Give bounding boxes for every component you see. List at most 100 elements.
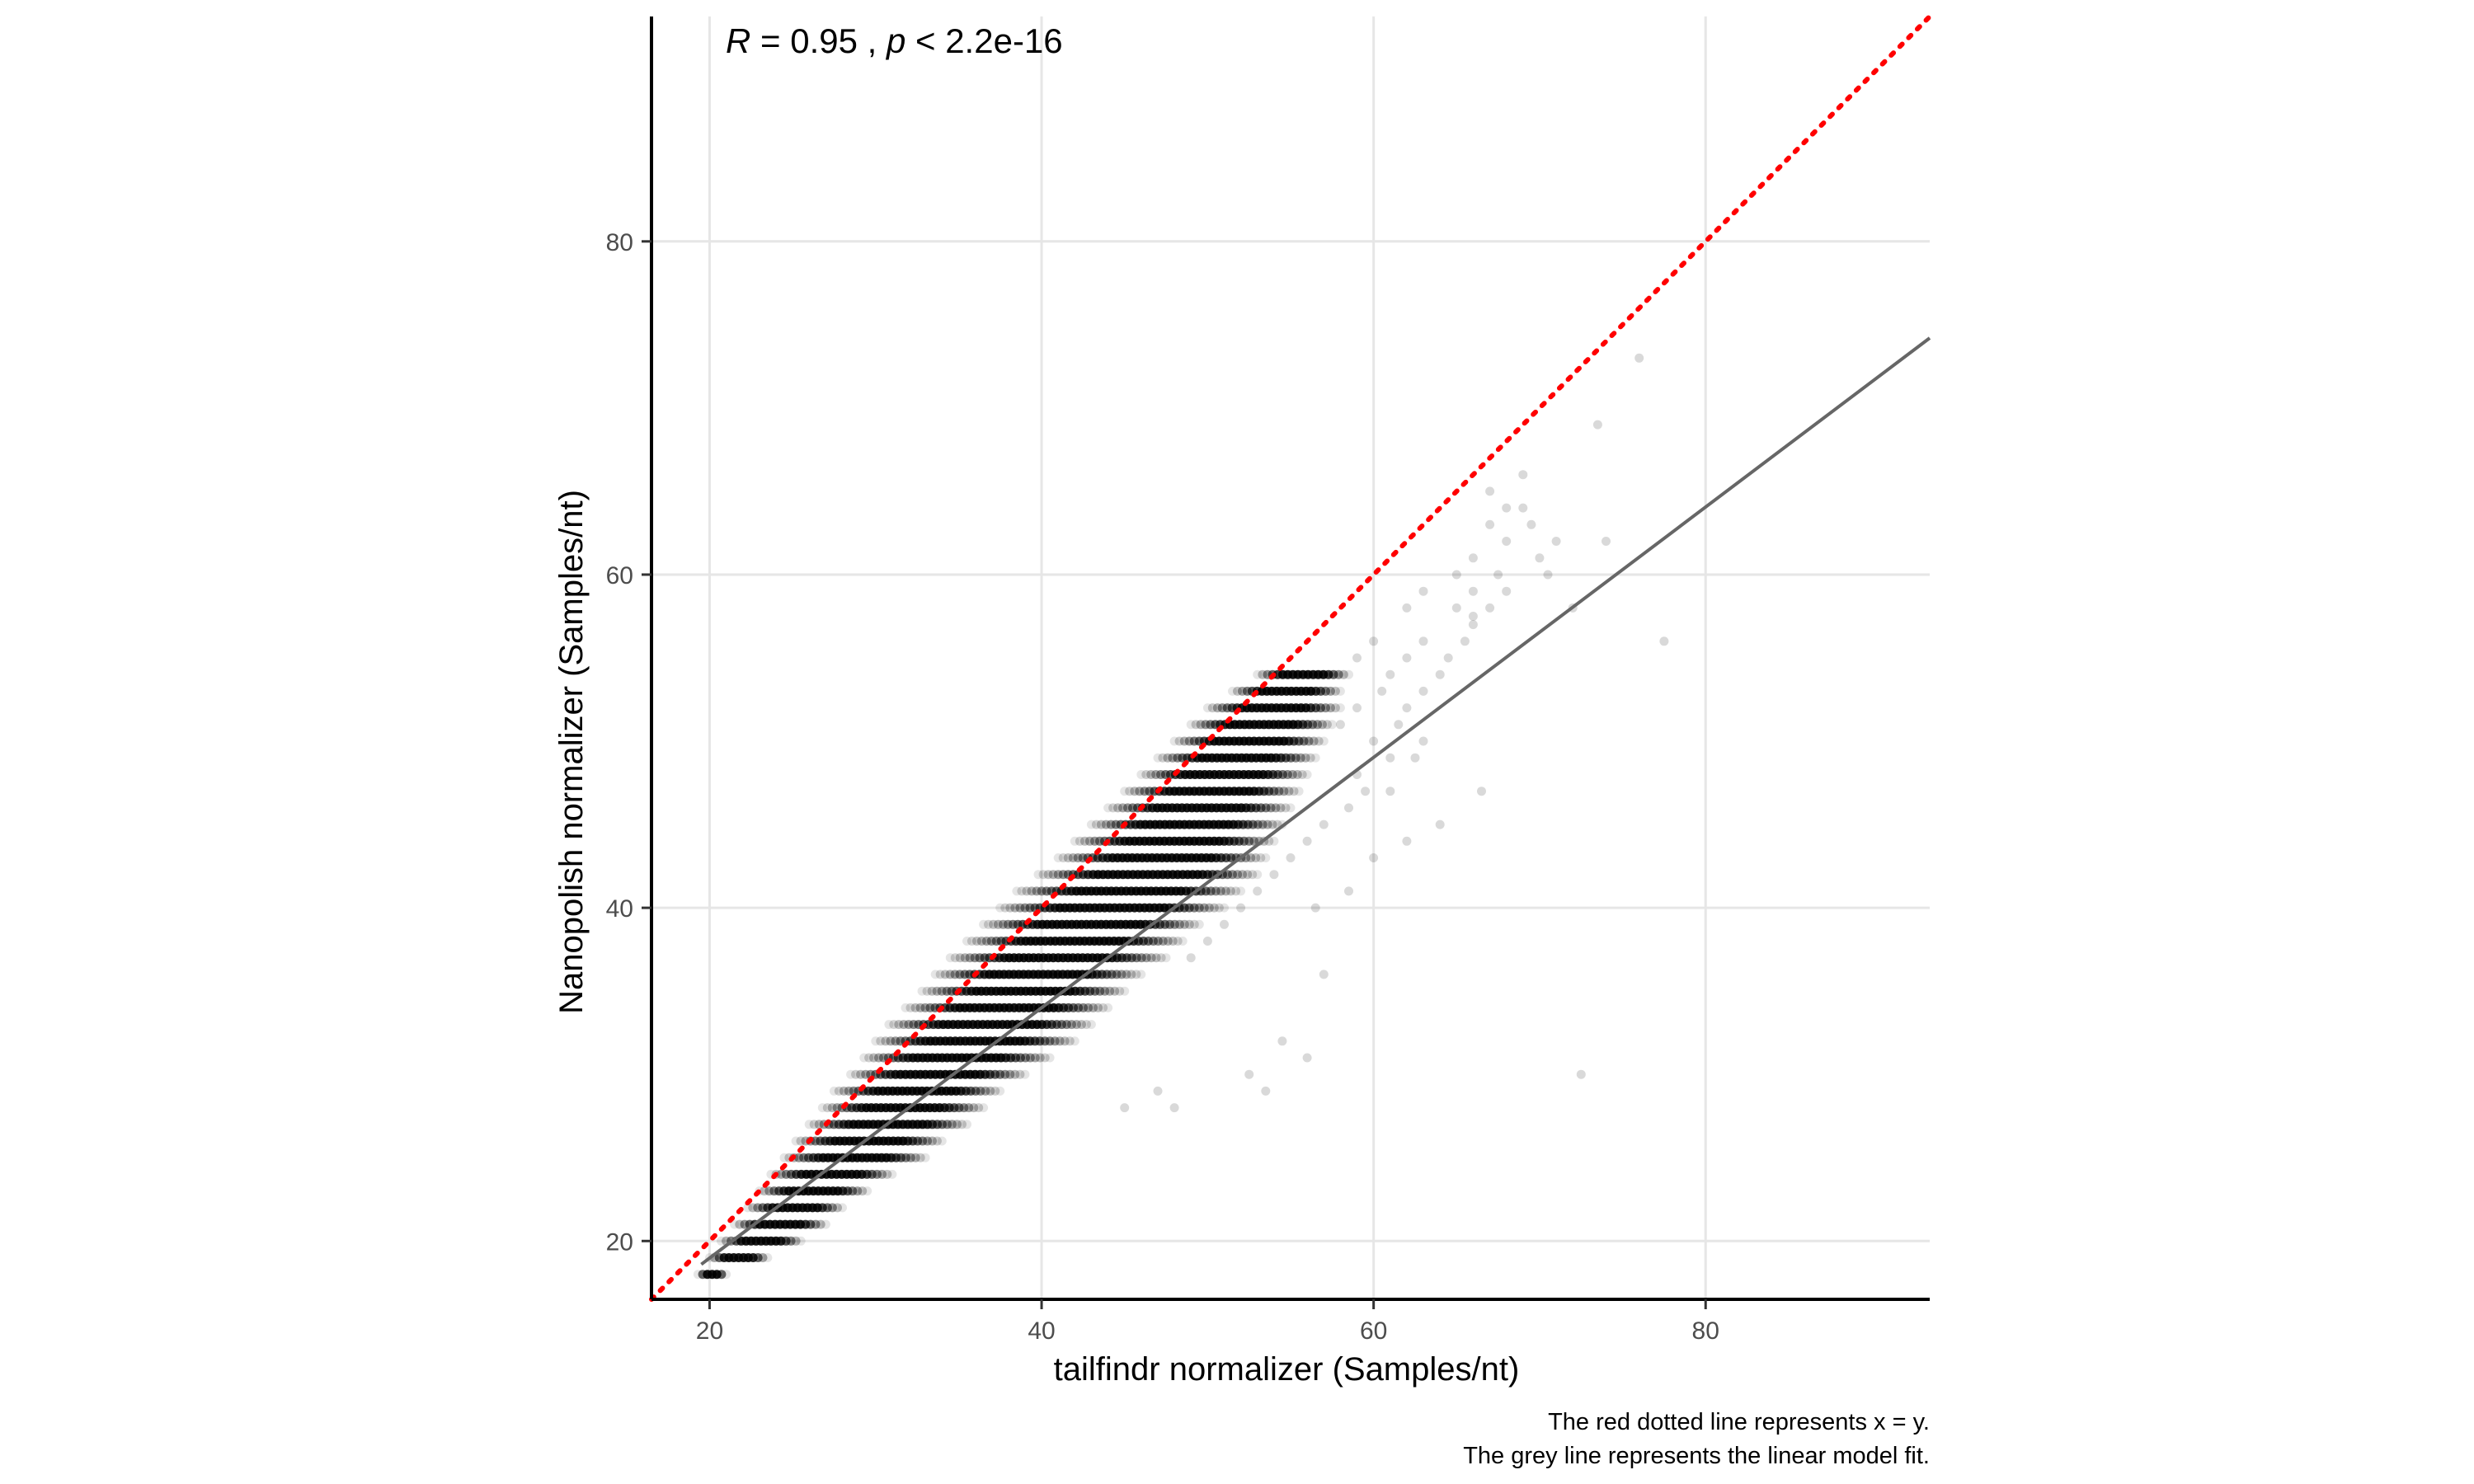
data-point xyxy=(1020,1069,1030,1079)
data-point xyxy=(950,953,960,963)
axes-layer xyxy=(650,16,1930,1301)
data-point xyxy=(1207,703,1217,713)
data-point xyxy=(804,1120,814,1129)
data-point xyxy=(1084,836,1094,846)
data-point xyxy=(1263,819,1272,829)
data-point xyxy=(1287,770,1297,779)
data-point xyxy=(971,1086,981,1096)
data-point xyxy=(827,1203,837,1213)
data-point xyxy=(955,953,965,963)
data-point xyxy=(809,1120,819,1129)
data-point xyxy=(1243,870,1253,880)
data-point xyxy=(998,919,1008,929)
data-point xyxy=(1212,703,1222,713)
outlier-point xyxy=(1502,537,1512,546)
outlier-point xyxy=(1302,836,1312,846)
outlier-point xyxy=(1485,603,1495,613)
data-point xyxy=(1244,836,1254,846)
data-point xyxy=(1156,953,1166,963)
data-point xyxy=(1196,720,1206,730)
data-point xyxy=(1079,836,1089,846)
outlier-point xyxy=(1410,753,1420,763)
outlier-point xyxy=(1402,603,1412,613)
outlier-point xyxy=(1352,653,1362,663)
data-point xyxy=(1168,937,1178,946)
data-point xyxy=(901,1003,910,1012)
data-point xyxy=(1068,853,1078,862)
outlier-point xyxy=(1385,753,1395,763)
data-point xyxy=(763,1253,773,1262)
data-point xyxy=(1070,1036,1079,1046)
data-point xyxy=(1130,787,1140,796)
data-point xyxy=(1065,1036,1075,1046)
data-point xyxy=(889,1020,899,1030)
data-point xyxy=(1118,803,1127,813)
data-point xyxy=(1040,1053,1050,1063)
data-point xyxy=(950,970,960,979)
data-point xyxy=(1136,970,1146,979)
data-point xyxy=(1045,1053,1055,1063)
data-point xyxy=(1072,1020,1081,1030)
outlier-point xyxy=(1394,720,1404,730)
data-point xyxy=(928,1136,937,1146)
data-point xyxy=(1015,1069,1025,1079)
data-point xyxy=(1248,819,1258,829)
data-point xyxy=(1314,736,1324,746)
data-point xyxy=(1297,770,1307,779)
data-point xyxy=(1184,919,1194,929)
data-point xyxy=(1326,686,1335,696)
data-point xyxy=(814,1120,824,1129)
data-point xyxy=(1107,970,1117,979)
data-point xyxy=(844,1086,854,1096)
data-point xyxy=(817,1103,827,1113)
data-point xyxy=(796,1236,806,1246)
data-point xyxy=(1025,1053,1035,1063)
data-point xyxy=(932,986,942,996)
data-point xyxy=(989,919,998,929)
outlier-point xyxy=(1319,819,1329,829)
data-point xyxy=(1258,819,1268,829)
outlier-point xyxy=(1202,937,1212,946)
data-point xyxy=(1289,787,1299,796)
data-point xyxy=(1165,919,1175,929)
data-point xyxy=(861,1069,871,1079)
data-point xyxy=(1126,970,1136,979)
data-point xyxy=(1000,1069,1010,1079)
data-point xyxy=(1086,1020,1096,1030)
data-point xyxy=(1269,787,1279,796)
outlier-point xyxy=(1310,903,1320,913)
data-point xyxy=(1101,819,1111,829)
data-point xyxy=(851,1069,861,1079)
data-point xyxy=(1151,953,1161,963)
outlier-point xyxy=(1418,686,1428,696)
data-point xyxy=(915,1003,925,1012)
data-point xyxy=(1131,970,1141,979)
data-point xyxy=(1282,770,1292,779)
outlier-point xyxy=(1526,519,1536,529)
outlier-point xyxy=(1468,612,1478,621)
data-point xyxy=(1335,686,1345,696)
data-point xyxy=(1016,1053,1025,1063)
data-point xyxy=(1223,870,1232,880)
data-point xyxy=(1095,986,1105,996)
data-point xyxy=(1131,953,1141,963)
caption-line-1: The red dotted line represents x = y. xyxy=(1548,1409,1930,1435)
data-point xyxy=(940,970,950,979)
data-point xyxy=(979,1103,989,1113)
data-point xyxy=(1070,836,1079,846)
data-point xyxy=(816,1219,825,1229)
outlier-point xyxy=(1518,470,1528,480)
data-point xyxy=(1286,803,1296,813)
data-point xyxy=(960,953,970,963)
outlier-point xyxy=(1402,653,1412,663)
data-point xyxy=(1228,870,1237,880)
data-point xyxy=(971,937,981,946)
outlier-point xyxy=(1468,620,1478,630)
data-point xyxy=(1209,903,1219,913)
data-point xyxy=(1098,1003,1108,1012)
data-point xyxy=(1040,1036,1050,1046)
data-point xyxy=(1318,720,1327,730)
data-point xyxy=(1231,886,1241,896)
data-point xyxy=(1043,870,1053,880)
data-point xyxy=(1246,853,1256,862)
